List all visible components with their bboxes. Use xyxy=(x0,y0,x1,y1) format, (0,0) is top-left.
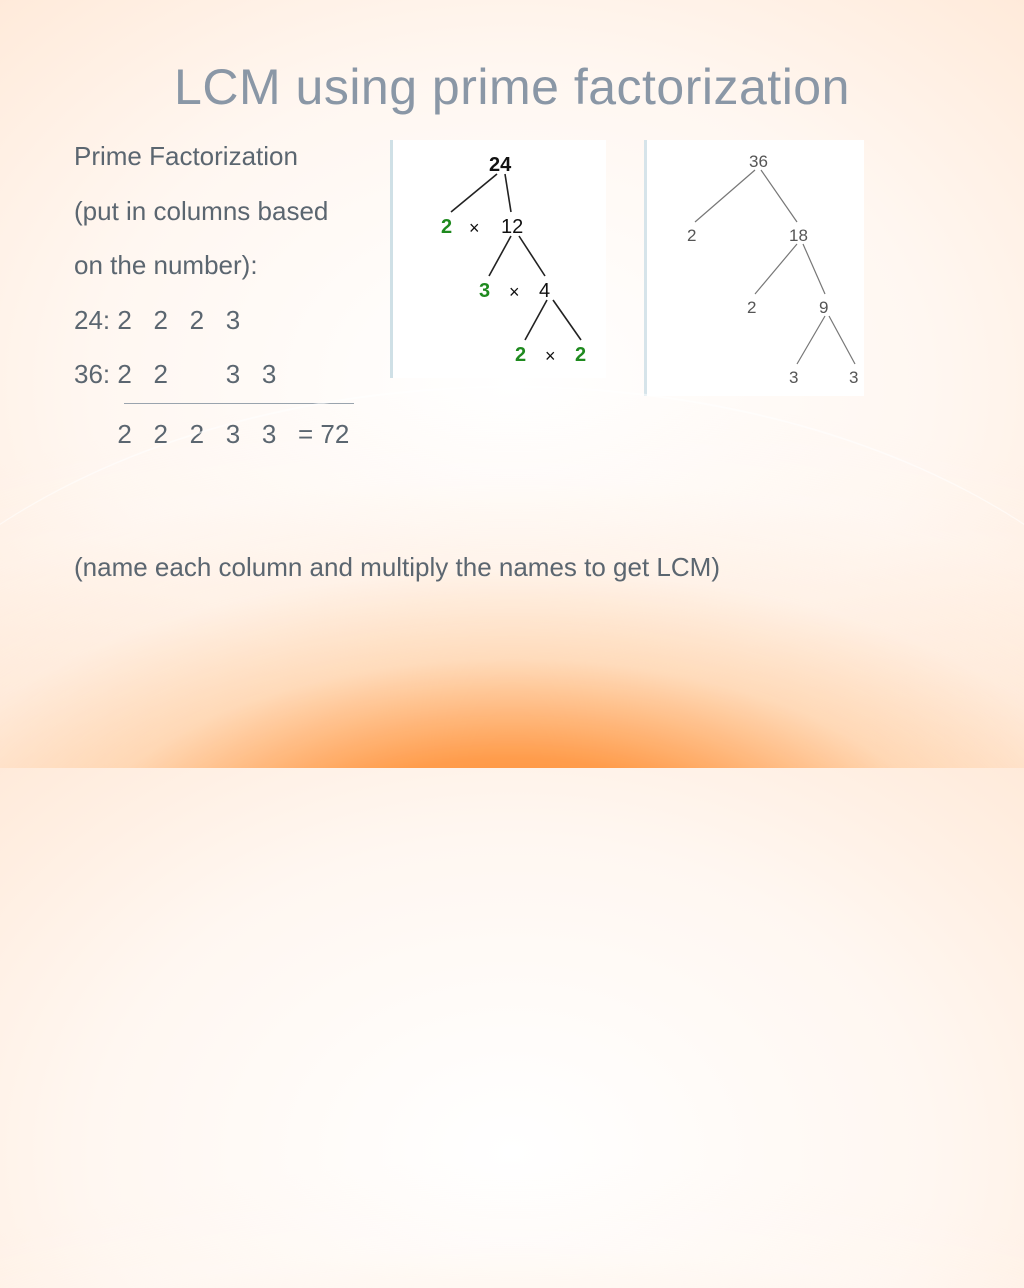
divider xyxy=(124,403,354,404)
tree-node: × xyxy=(469,218,480,239)
tree-node: 3 xyxy=(789,368,798,388)
line-5: 36: 2 2 3 3 xyxy=(74,358,354,391)
tree-node: 18 xyxy=(789,226,808,246)
line-3: on the number): xyxy=(74,249,354,282)
tree-node: 24 xyxy=(489,154,511,177)
tree-node: 3 xyxy=(849,368,858,388)
body-text: Prime Factorization (put in columns base… xyxy=(74,140,354,472)
tree-node: 9 xyxy=(819,298,828,318)
tree-node: 2 xyxy=(515,344,526,367)
line-2: (put in columns based xyxy=(74,195,354,228)
tree-node: × xyxy=(509,282,520,303)
line-4: 24: 2 2 2 3 xyxy=(74,304,354,337)
tree-node: 3 xyxy=(479,280,490,303)
factor-tree-24: 24 2 × 12 3 × 4 2 × 2 xyxy=(390,140,606,378)
tree-node: 12 xyxy=(501,216,523,239)
line-1: Prime Factorization xyxy=(74,140,354,173)
tree-node: 2 xyxy=(747,298,756,318)
tree-node: × xyxy=(545,346,556,367)
line-7: (name each column and multiply the names… xyxy=(74,552,720,583)
factor-tree-36: 36 2 18 2 9 3 3 xyxy=(644,140,864,396)
line-6: 2 2 2 3 3 = 72 xyxy=(74,418,354,451)
tree-node: 4 xyxy=(539,280,550,303)
tree-node: 2 xyxy=(441,216,452,239)
tree-node: 36 xyxy=(749,152,768,172)
tree-node: 2 xyxy=(687,226,696,246)
tree-36-edges xyxy=(647,140,867,396)
tree-node: 2 xyxy=(575,344,586,367)
slide-title: LCM using prime factorization xyxy=(0,58,1024,116)
